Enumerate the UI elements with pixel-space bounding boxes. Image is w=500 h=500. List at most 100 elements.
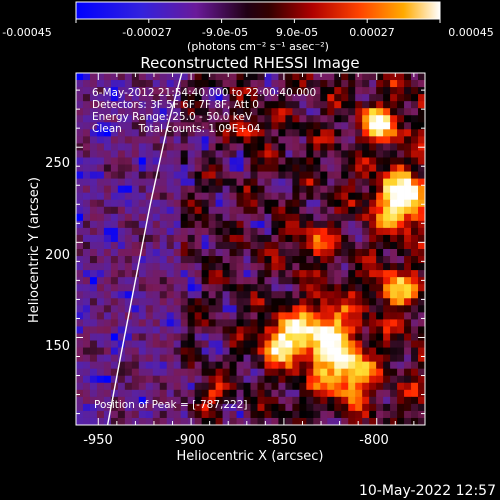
heatmap-cell	[243, 256, 251, 264]
heatmap-cell	[243, 220, 251, 229]
heatmap-cell	[418, 171, 425, 179]
heatmap-cell	[390, 333, 398, 341]
heatmap-cell	[236, 150, 244, 158]
heatmap-cell	[348, 396, 356, 405]
heatmap-cell	[369, 87, 377, 95]
heatmap-cell	[348, 333, 356, 341]
heatmap-cell	[390, 115, 398, 123]
heatmap-cell	[152, 122, 161, 130]
heatmap-cell	[243, 171, 251, 179]
heatmap-cell	[383, 129, 391, 137]
heatmap-cell	[145, 396, 154, 405]
heatmap-cell	[362, 256, 370, 264]
heatmap-cell	[299, 410, 307, 419]
heatmap-cell	[201, 227, 210, 236]
heatmap-cell	[82, 396, 91, 405]
heatmap-cell	[82, 73, 91, 81]
heatmap-cell	[411, 291, 419, 299]
heatmap-cell	[124, 326, 133, 334]
heatmap-cell	[194, 319, 203, 327]
heatmap-cell	[362, 101, 370, 109]
heatmap-cell	[96, 340, 105, 348]
heatmap-cell	[145, 241, 154, 250]
heatmap-cell	[215, 361, 223, 370]
heatmap-cell	[348, 403, 356, 412]
heatmap-cell	[341, 340, 349, 348]
heatmap-cell	[215, 157, 223, 165]
heatmap-cell	[76, 192, 84, 201]
heatmap-cell	[341, 136, 349, 144]
heatmap-cell	[103, 178, 112, 187]
heatmap-cell	[292, 171, 300, 179]
heatmap-cell	[383, 410, 391, 419]
heatmap-cell	[299, 241, 307, 250]
heatmap-cell	[418, 115, 425, 123]
heatmap-cell	[320, 270, 328, 278]
heatmap-cell	[285, 87, 293, 95]
heatmap-cell	[138, 298, 147, 306]
heatmap-cell	[257, 80, 265, 88]
heatmap-cell	[348, 284, 356, 292]
heatmap-cell	[341, 122, 349, 130]
heatmap-cell	[348, 199, 356, 208]
heatmap-cell	[173, 312, 182, 320]
heatmap-cell	[159, 382, 168, 391]
heatmap-cell	[89, 340, 98, 348]
heatmap-cell	[229, 192, 237, 201]
heatmap-cell	[152, 361, 161, 370]
heatmap-cell	[376, 199, 384, 208]
heatmap-cell	[187, 199, 196, 208]
heatmap-cell	[404, 368, 412, 377]
heatmap-cell	[89, 263, 98, 271]
heatmap-cell	[418, 80, 425, 88]
heatmap-cell	[96, 213, 105, 222]
heatmap-cell	[243, 298, 251, 306]
heatmap-cell	[82, 192, 91, 201]
heatmap-cell	[369, 270, 377, 278]
heatmap-cell	[376, 389, 384, 398]
heatmap-cell	[138, 199, 147, 208]
heatmap-cell	[243, 249, 251, 257]
heatmap-cell	[131, 122, 140, 130]
heatmap-cell	[271, 382, 279, 391]
heatmap-cell	[187, 256, 196, 264]
heatmap-cell	[334, 368, 342, 377]
heatmap-cell	[96, 249, 105, 257]
heatmap-cell	[152, 270, 161, 278]
heatmap-cell	[215, 115, 223, 123]
heatmap-cell	[229, 185, 237, 194]
heatmap-cell	[138, 115, 147, 123]
heatmap-cell	[215, 375, 223, 384]
heatmap-cell	[82, 199, 91, 208]
heatmap-cell	[264, 101, 272, 109]
heatmap-cell	[194, 291, 203, 299]
heatmap-cell	[110, 277, 119, 285]
heatmap-cell	[152, 143, 161, 151]
heatmap-cell	[131, 291, 140, 299]
heatmap-cell	[285, 249, 293, 257]
heatmap-cell	[362, 389, 370, 398]
heatmap-cell	[159, 375, 168, 384]
heatmap-cell	[334, 206, 342, 215]
heatmap-cell	[397, 340, 405, 348]
heatmap-cell	[76, 227, 84, 236]
heatmap-cell	[131, 298, 140, 306]
heatmap-cell	[222, 368, 230, 377]
heatmap-cell	[348, 312, 356, 320]
heatmap-cell	[138, 347, 147, 355]
heatmap-cell	[159, 256, 168, 264]
heatmap-cell	[418, 249, 425, 257]
heatmap-cell	[327, 150, 335, 158]
heatmap-cell	[89, 417, 98, 425]
heatmap-cell	[236, 129, 244, 137]
heatmap-cell	[327, 389, 335, 398]
heatmap-cell	[313, 256, 321, 264]
heatmap-cell	[208, 298, 216, 306]
heatmap-cell	[194, 382, 203, 391]
heatmap-cell	[362, 249, 370, 257]
heatmap-cell	[376, 129, 384, 137]
heatmap-cell	[229, 354, 237, 363]
heatmap-cell	[152, 164, 161, 172]
heatmap-cell	[96, 129, 105, 137]
heatmap-cell	[201, 403, 210, 412]
